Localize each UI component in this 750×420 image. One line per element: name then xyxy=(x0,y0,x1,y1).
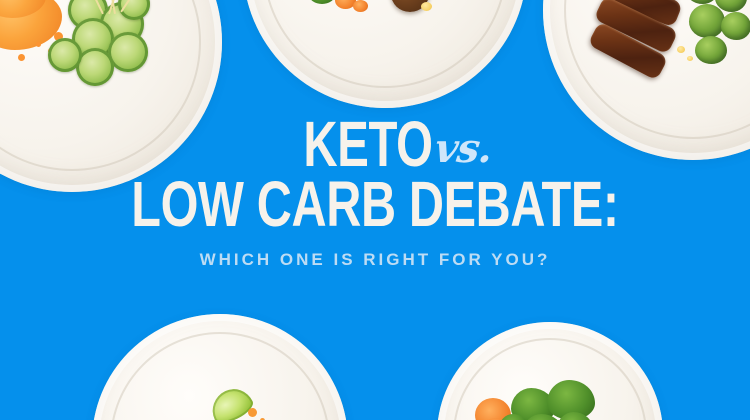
carrot-slice xyxy=(353,0,368,12)
brussels-sprout xyxy=(689,4,725,38)
broccoli-floret xyxy=(309,0,335,4)
sauce-dot xyxy=(248,408,257,417)
headline-vs-script: vs. xyxy=(431,125,496,172)
broccoli-floret xyxy=(523,414,563,420)
title-block: KETOvs. LOW CARB DEBATE: WHICH ONE IS RI… xyxy=(0,108,750,270)
broccoli-floret xyxy=(557,412,593,420)
carrot-slice xyxy=(335,0,356,9)
brussels-sprout xyxy=(721,12,750,40)
oil-droplet xyxy=(687,56,693,61)
butter-sauce xyxy=(421,2,432,11)
sauce-drip xyxy=(54,32,63,41)
brussels-sprout xyxy=(695,36,727,64)
plate-bottom-right xyxy=(437,322,663,420)
headline-line-1: KETOvs. xyxy=(0,108,750,180)
sauce-dot xyxy=(260,418,265,420)
sauce-drip xyxy=(18,54,25,61)
subtitle: WHICH ONE IS RIGHT FOR YOU? xyxy=(199,250,551,270)
carrot-chunk xyxy=(475,398,511,420)
zucchini-slice xyxy=(108,32,148,72)
plate-bottom-left xyxy=(92,314,348,420)
oil-droplet xyxy=(677,46,685,53)
meatball xyxy=(391,0,429,12)
plate-top-right xyxy=(543,0,750,160)
headline-keto: KETO xyxy=(303,108,434,180)
zucchini-slice xyxy=(48,38,82,72)
plate-top-center xyxy=(243,0,527,108)
sauce-drip xyxy=(36,42,41,47)
carrot-chunk xyxy=(481,418,511,420)
plate-top-left xyxy=(0,0,222,192)
brussels-sprout xyxy=(685,0,719,4)
brussels-sprout xyxy=(715,0,747,12)
broccoli-floret xyxy=(499,414,529,420)
headline-line-2: LOW CARB DEBATE: xyxy=(131,168,619,241)
zucchini-slice xyxy=(76,48,114,86)
